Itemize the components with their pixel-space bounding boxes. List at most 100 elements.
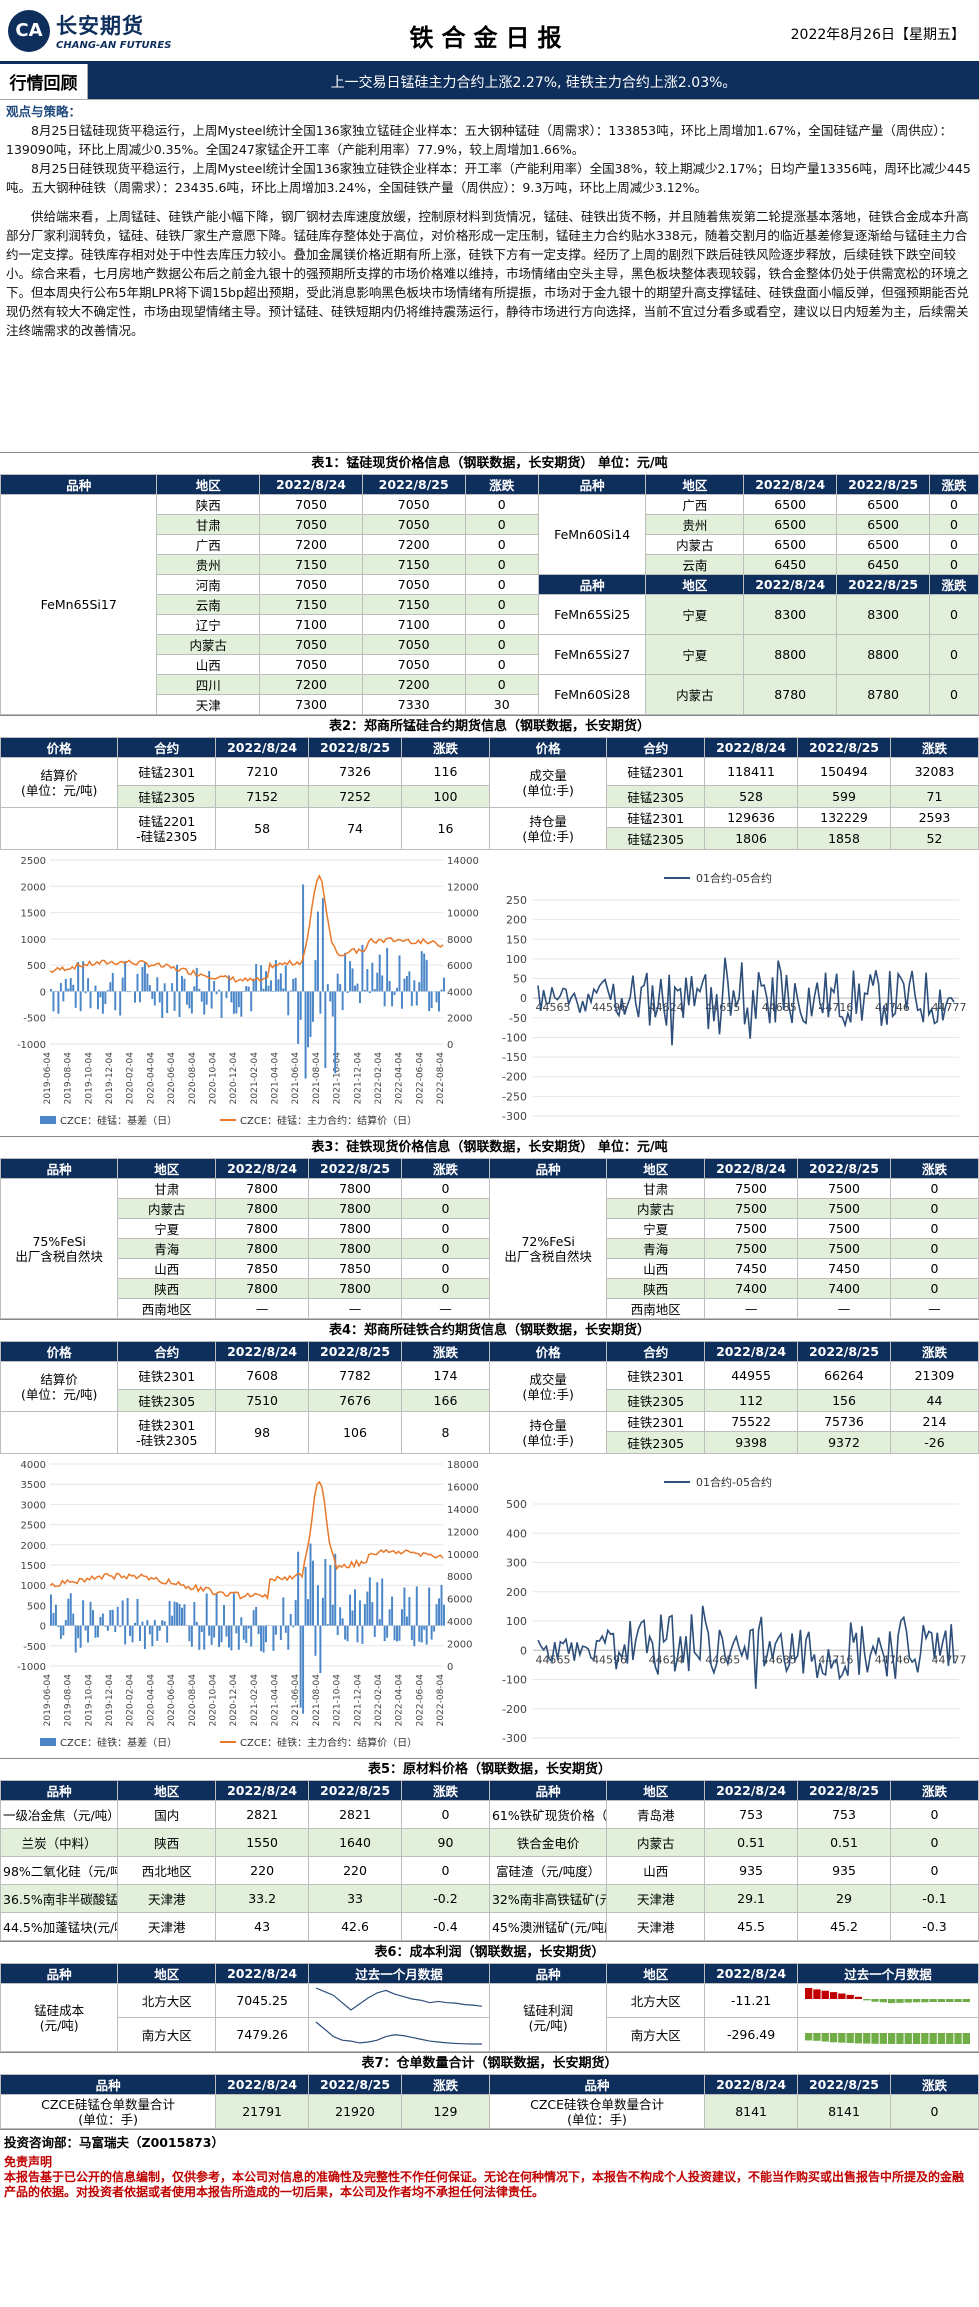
table-cell: 陕西 [117, 1278, 217, 1299]
market-review-label: 行情回顾 [0, 64, 88, 99]
basis-bar [378, 1619, 381, 1626]
basis-bar [50, 1594, 52, 1626]
table-cell: 7150 [259, 554, 363, 575]
table-row: 锰硅成本 (元/吨) 北方大区 7045.25 锰硅利润 (元/吨) 北方大区 -11.21 [0, 1983, 979, 2052]
table-cell: 100 [400, 785, 490, 808]
y-tick: 250 [506, 894, 527, 907]
table-row: 陕西 7800 7800 0 陕西 7400 7400 0 [1, 1278, 979, 1299]
spark-bar [937, 2033, 946, 2044]
table-cell: 宁夏 [606, 1218, 706, 1239]
basis-bar [136, 1598, 139, 1626]
header-cell: 合约 [606, 737, 706, 758]
y-tick-right: 10000 [447, 1550, 479, 1561]
basis-bar [183, 978, 186, 992]
basis-bar [200, 1625, 203, 1632]
table-cell: 宁夏 [645, 634, 745, 675]
x-tick: 2020-10-04 [208, 1052, 218, 1105]
basis-bar [334, 991, 337, 1074]
header-row: 品种 2022/8/24 2022/8/25 涨跌 品种 2022/8/24 2022/8/… [0, 2074, 979, 2095]
basis-bar [230, 991, 233, 1003]
table-cell: -11.21 [704, 1983, 799, 2018]
table-cell: 106 [308, 1411, 402, 1454]
header-cell: 涨跌 [889, 2074, 979, 2095]
table-cell: 1640 [308, 1828, 402, 1857]
basis-bar [354, 985, 356, 992]
table1: 品种 地区 2022/8/24 2022/8/25 涨跌 品种 地区 2022/8/24 202… [0, 474, 979, 715]
table-cell: 7800 [215, 1178, 310, 1199]
table-row: 结算价 (单位：元/吨) 硅锰2301 7210 7326 116 成交量 (单位:手) 硅锰2… [0, 757, 979, 808]
x-tick: 2021-04-04 [271, 1674, 281, 1727]
table-cell: 天津港 [117, 1912, 217, 1941]
basis-bar [292, 978, 295, 992]
basis-bar [361, 944, 364, 992]
table2: 价格 合约 2022/8/24 2022/8/25 涨跌 价格 合约 2022/8/24 202… [0, 737, 979, 850]
basis-bar [67, 988, 70, 992]
table-cell: 7800 [215, 1278, 310, 1299]
header-cell: 品种 [0, 1158, 119, 1179]
table-row: 甘肃 7050 7050 0 贵州 6500 6500 0 [1, 514, 979, 535]
table-cell: -26 [889, 1431, 979, 1454]
header-cell: 2022/8/24 [704, 1158, 799, 1179]
table-cell: 0 [929, 494, 979, 515]
basis-bar [443, 977, 445, 992]
y-tick-right: 2000 [447, 1640, 472, 1651]
advisor-line: 投资咨询部：马富瑞夫（Z0015873） [0, 2129, 979, 2153]
x-tick: 44655 [705, 1653, 740, 1666]
y-tick: -100 [502, 1674, 527, 1687]
basis-bar [225, 1625, 228, 1637]
basis-bar [262, 988, 265, 992]
basis-bar [225, 991, 228, 999]
table-row: 西南地区 — — — 西南地区 — — — [1, 1298, 979, 1319]
basis-bar [156, 977, 159, 992]
header-cell: 合约 [606, 1341, 706, 1362]
basis-bar [200, 991, 203, 1002]
basis-bar [388, 980, 391, 992]
basis-bar [260, 965, 263, 992]
table-cell: 9398 [704, 1431, 799, 1454]
price-line [49, 1480, 444, 1601]
basis-bar [381, 1578, 384, 1626]
basis-bar [171, 983, 174, 992]
header-row: 品种 地区 2022/8/24 2022/8/25 涨跌 品种 地区 2022/8/24 202… [0, 474, 979, 495]
basis-bar [260, 1625, 263, 1652]
table-cell: 129636 [704, 807, 799, 828]
logo-icon: CA [8, 9, 50, 52]
table-cell: 6500 [836, 494, 931, 515]
basis-bar [420, 1625, 423, 1643]
label-cell: 结算价 (单位：元/吨) [0, 757, 119, 808]
table-cell: 0 [464, 534, 539, 555]
header-cell: 合约 [117, 1341, 217, 1362]
header-cell: 2022/8/24 [704, 1780, 799, 1801]
y-tick-right: 4000 [447, 987, 472, 998]
basis-bar [363, 1604, 366, 1626]
basis-bar [163, 1621, 166, 1626]
table-cell: 硅铁2301 [606, 1361, 706, 1390]
basis-bar [400, 991, 403, 1009]
table-cell: 天津港 [606, 1912, 706, 1941]
views-para-2: 8月25日硅铁现货平稳运行，上周Mysteel统计全国136家独立硅铁企业样本：… [6, 161, 971, 195]
header-cell: 2022/8/25 [308, 2074, 402, 2095]
table-cell: 7200 [361, 674, 466, 695]
table-cell: 7782 [308, 1361, 402, 1390]
y-tick: 0 [520, 992, 527, 1005]
table-cell: 南方大区 [117, 2017, 217, 2052]
basis-bar [346, 991, 349, 993]
basis-bar [334, 1553, 337, 1626]
basis-bar [356, 983, 359, 992]
basis-bar [373, 989, 376, 992]
table-row: 贵州 7150 7150 0 云南 6450 6450 0 [1, 554, 979, 575]
x-tick: 2022-02-04 [374, 1674, 384, 1727]
table-cell: 7800 [308, 1238, 402, 1259]
table-cell: 599 [797, 785, 891, 808]
table-cell: 8141 [704, 2094, 799, 2129]
table-cell: 8780 [743, 674, 838, 715]
basis-bar [396, 1625, 399, 1642]
basis-bar [309, 991, 312, 1038]
table-cell: CZCE硅铁仓单数量合计 (单位：手) [488, 2094, 706, 2129]
table-cell: 7150 [361, 594, 466, 615]
table-cell: 贵州 [645, 514, 745, 535]
basis-bar [307, 1599, 310, 1626]
table-cell: 7210 [215, 757, 310, 786]
table-cell: 0 [889, 1178, 979, 1199]
basis-bar [366, 969, 369, 992]
